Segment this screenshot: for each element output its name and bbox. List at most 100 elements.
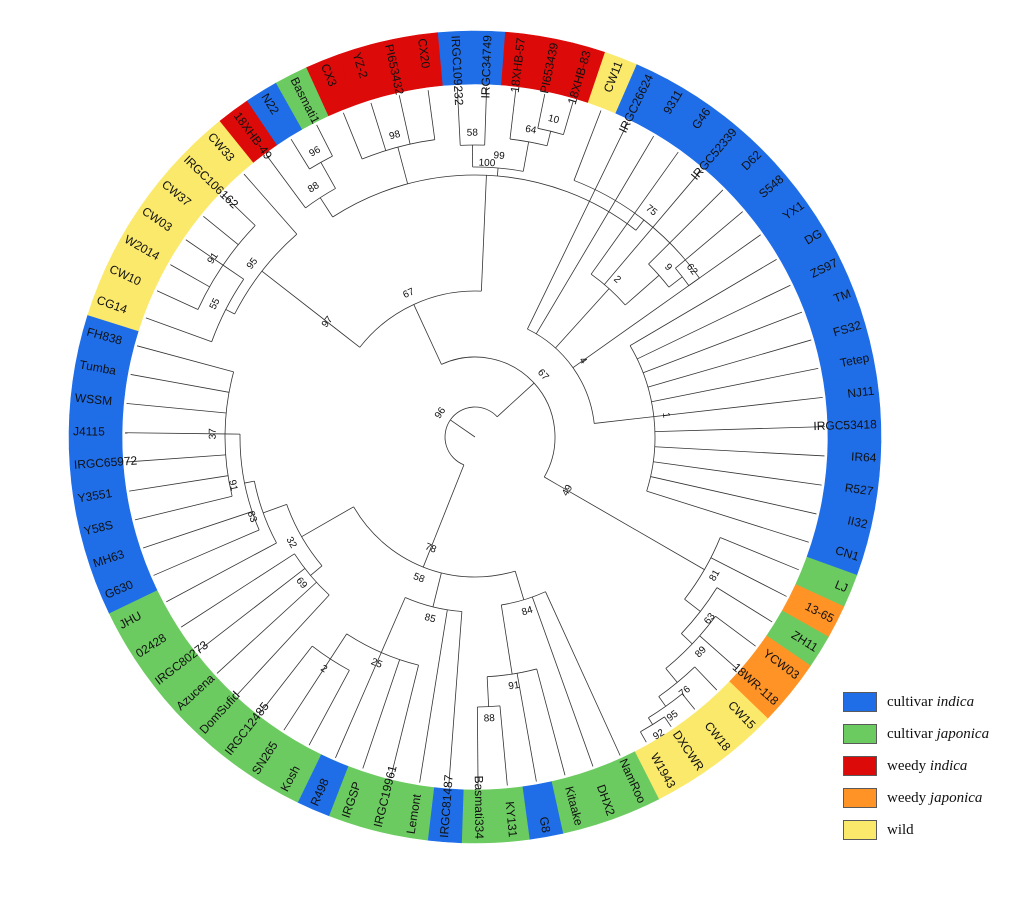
branch-arc	[509, 138, 548, 147]
branch-line	[310, 565, 323, 576]
branch-line	[653, 396, 823, 418]
legend-label: cultivar indica	[887, 693, 975, 710]
bootstrap-value: 81	[707, 568, 722, 584]
legend-swatch	[843, 724, 877, 744]
branch-line	[413, 304, 442, 365]
legend-label: cultivar japonica	[887, 725, 990, 742]
leaf-label: J4115	[73, 424, 105, 438]
bootstrap-value: 25	[369, 656, 384, 671]
legend-item-wild: wild	[843, 814, 1023, 846]
branch-arc	[441, 356, 556, 478]
bootstrap-value: 9	[662, 262, 674, 274]
branch-line	[646, 490, 809, 543]
bootstrap-value: 85	[423, 612, 437, 625]
branch-line	[694, 666, 718, 691]
branch-arc	[359, 290, 482, 348]
bootstrap-value: 91	[508, 680, 521, 693]
bootstrap-value: 88	[483, 713, 495, 725]
bootstrap-value: 1	[660, 412, 672, 419]
leaf-label: IRGC34749	[478, 35, 494, 99]
bootstrap-value: 49	[560, 483, 575, 499]
branch-line	[316, 124, 333, 157]
branch-line	[222, 264, 244, 280]
bootstrap-value: 63	[702, 611, 718, 627]
branch-arc	[361, 139, 435, 160]
leaf-label: R527	[844, 481, 875, 499]
branch-line	[134, 495, 233, 521]
leaf-label: Lemont	[404, 793, 424, 835]
branch-line	[129, 475, 229, 492]
branch-line	[590, 151, 679, 275]
bootstrap-value: 98	[388, 129, 402, 143]
branch-line	[555, 288, 610, 349]
branch-line	[573, 110, 602, 181]
branch-arc	[224, 371, 235, 497]
bootstrap-value: 76	[677, 684, 693, 700]
branch-arc	[665, 616, 716, 669]
branch-arc	[353, 506, 516, 578]
branch-line	[290, 139, 310, 170]
branch-line	[336, 329, 361, 348]
branch-line	[681, 633, 693, 645]
branch-line	[484, 87, 488, 146]
branch-line	[496, 167, 499, 176]
bootstrap-value: 96	[307, 144, 322, 159]
branch-line	[653, 461, 822, 486]
branch-line	[319, 197, 334, 218]
branch-line	[180, 553, 295, 628]
bootstrap-value: 2	[611, 274, 623, 286]
leaf-label: IRGC109232	[448, 35, 466, 106]
branch-line	[514, 570, 525, 600]
bootstrap-value: 58	[467, 128, 479, 139]
branch-arc	[684, 537, 721, 600]
branch-line	[222, 194, 256, 226]
branch-line	[668, 276, 683, 288]
bootstrap-value: 89	[693, 644, 709, 660]
branch-line	[640, 731, 647, 743]
branch-line	[427, 90, 436, 140]
bootstrap-value: 92	[651, 727, 667, 742]
bootstrap-value: 100	[478, 158, 496, 170]
leaf-label: Basmati334	[472, 776, 487, 840]
branch-line	[301, 506, 354, 538]
branch-line	[308, 670, 350, 746]
branch-line	[496, 382, 535, 418]
branch-line	[476, 706, 479, 787]
branch-line	[166, 542, 277, 603]
branch-line	[259, 645, 313, 714]
branch-arc	[629, 345, 656, 492]
legend-swatch	[843, 756, 877, 776]
branch-line	[650, 476, 817, 515]
branch-line	[629, 259, 777, 346]
branch-line	[125, 454, 226, 463]
branch-arc	[253, 481, 277, 544]
legend-swatch	[843, 692, 877, 712]
leaf-label: KY131	[503, 801, 520, 838]
branch-line	[654, 446, 825, 457]
leaf-label: IR64	[851, 450, 877, 465]
leaf-label: TM	[832, 286, 853, 305]
branch-line	[684, 598, 701, 612]
branch-arc	[501, 591, 546, 606]
branch-line	[456, 87, 461, 146]
branch-line	[243, 173, 298, 235]
branch-line	[480, 175, 487, 292]
leaf-label: CX20	[415, 38, 433, 70]
branch-line	[499, 705, 508, 786]
branch-line	[397, 146, 409, 184]
branch-line	[527, 121, 629, 330]
bootstrap-value: 78	[423, 541, 438, 555]
branch-arc	[309, 155, 333, 170]
branch-arc	[234, 233, 298, 315]
branch-line	[362, 659, 401, 769]
branch-arc	[332, 174, 637, 231]
branch-line	[544, 476, 558, 485]
branch-line	[604, 169, 702, 285]
branch-line	[130, 374, 230, 393]
legend-item-cultivar-indica: cultivar indica	[843, 686, 1023, 718]
branch-line	[422, 537, 436, 568]
branch-line	[545, 591, 621, 756]
branch-line	[156, 290, 199, 310]
branch-line	[432, 572, 442, 607]
bootstrap-value: 83	[245, 510, 259, 525]
